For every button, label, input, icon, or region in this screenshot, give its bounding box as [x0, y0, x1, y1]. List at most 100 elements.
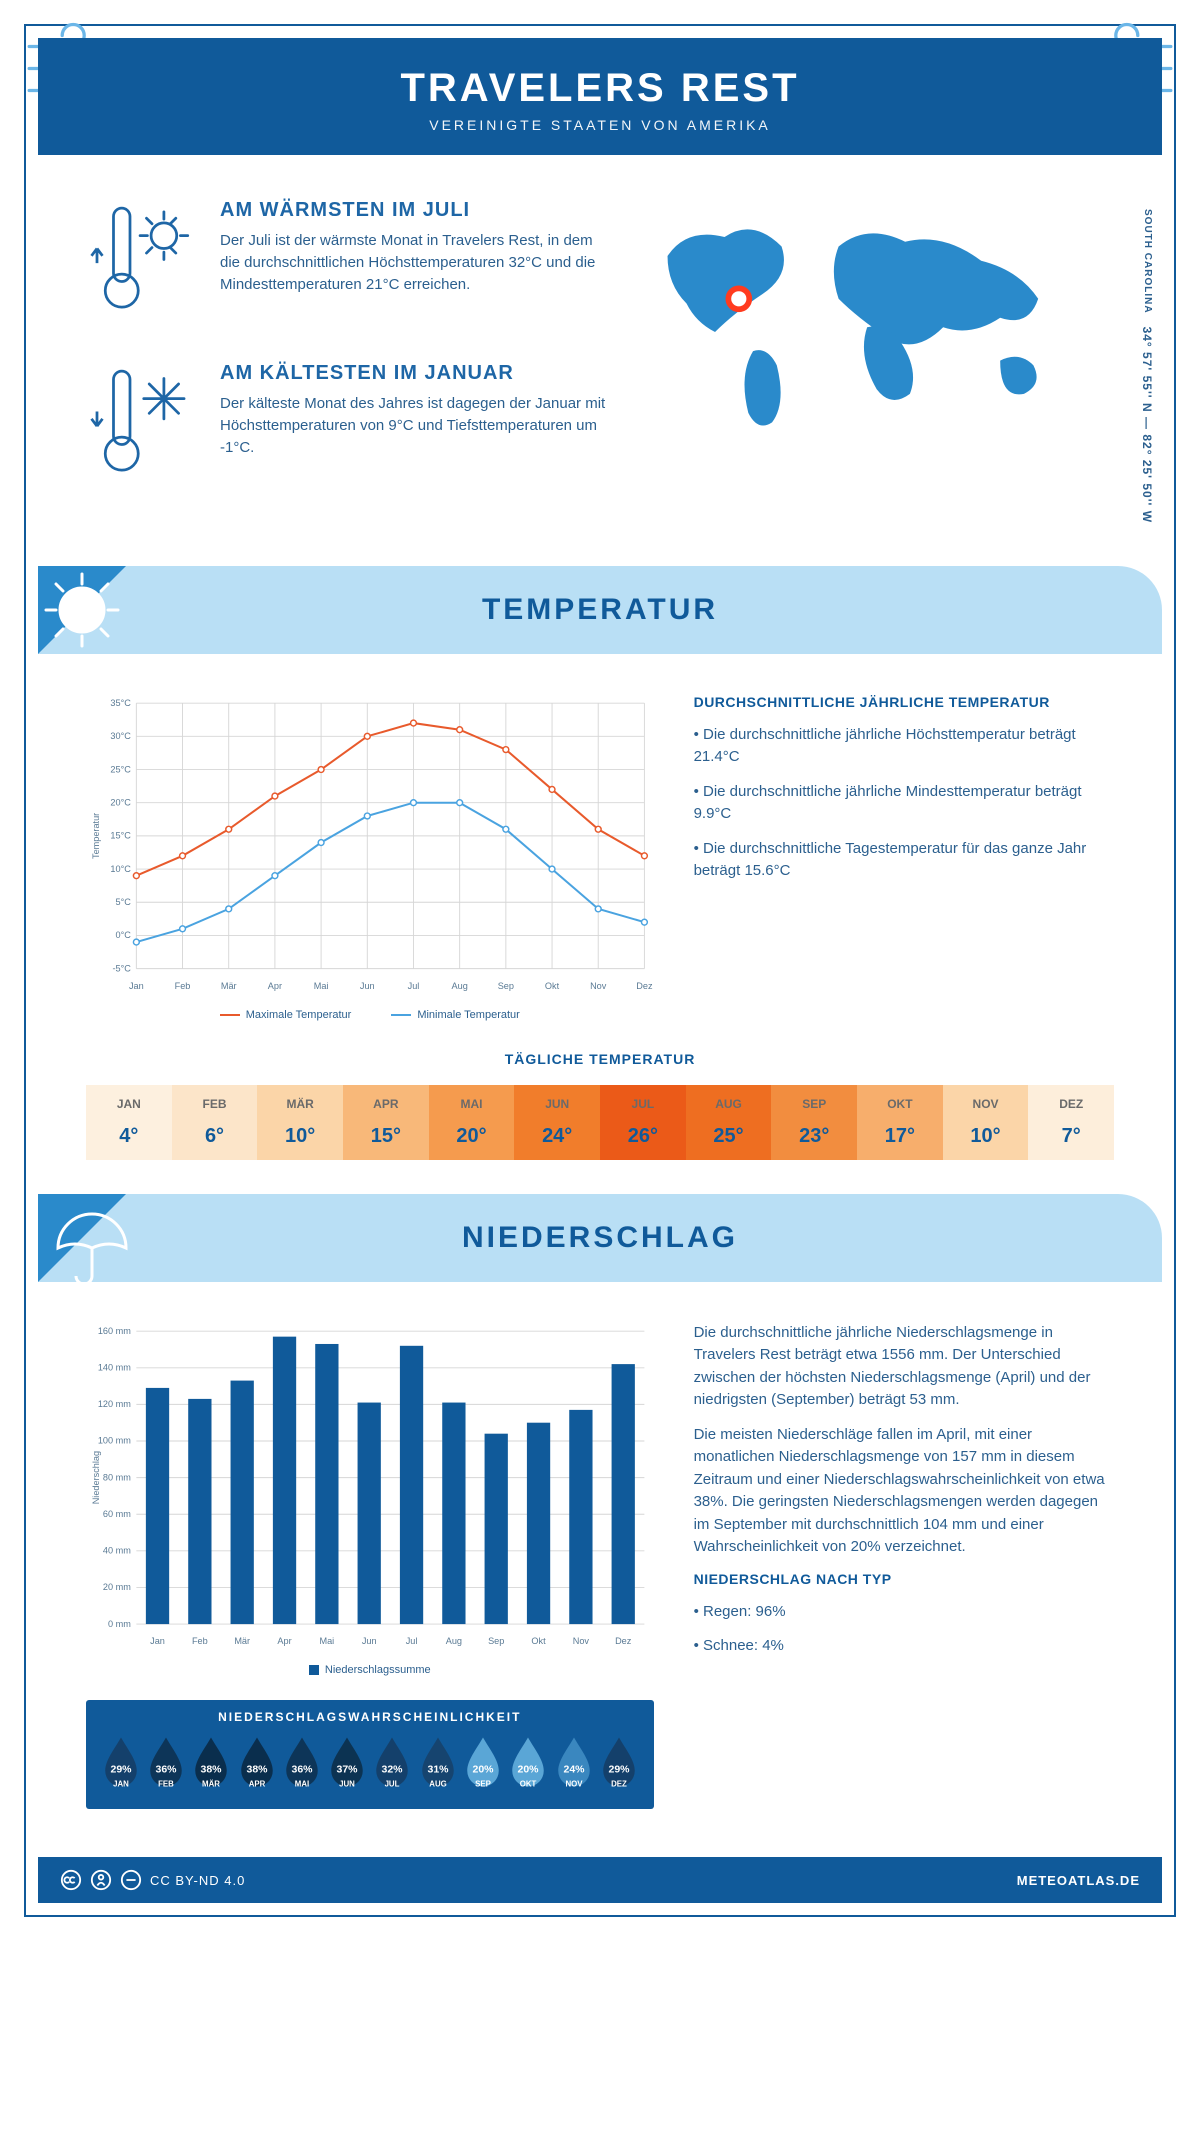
temp-bullet: Die durchschnittliche Tagestemperatur fü…	[694, 838, 1114, 883]
svg-text:40 mm: 40 mm	[103, 1545, 131, 1555]
daily-temp-cell: NOV10°	[943, 1085, 1029, 1160]
daily-temp-cell: AUG25°	[686, 1085, 772, 1160]
precip-para1: Die durchschnittliche jährliche Niedersc…	[694, 1322, 1114, 1412]
svg-text:Mär: Mär	[221, 980, 237, 990]
temperature-line-chart: -5°C0°C5°C10°C15°C20°C25°C30°C35°CJanFeb…	[86, 694, 654, 996]
precip-types: Regen: 96% Schnee: 4%	[694, 1601, 1114, 1658]
prob-drop: 38%MÄR	[189, 1734, 234, 1795]
svg-text:Mai: Mai	[314, 980, 329, 990]
svg-text:120 mm: 120 mm	[98, 1399, 131, 1409]
daily-temp-cell: JAN4°	[86, 1085, 172, 1160]
svg-text:15°C: 15°C	[110, 830, 131, 840]
fact-warmest-title: AM WÄRMSTEN IM JULI	[220, 199, 609, 222]
svg-text:20 mm: 20 mm	[103, 1582, 131, 1592]
prob-drop: 24%NOV	[551, 1734, 596, 1795]
daily-temp-cell: FEB6°	[172, 1085, 258, 1160]
daily-temp-cell: MÄR10°	[257, 1085, 343, 1160]
svg-text:Mai: Mai	[319, 1636, 334, 1646]
prob-drop: 20% SEP	[460, 1734, 505, 1795]
svg-text:MAI: MAI	[295, 1780, 309, 1789]
svg-text:60 mm: 60 mm	[103, 1509, 131, 1519]
temp-bullet: Die durchschnittliche jährliche Mindestt…	[694, 781, 1114, 826]
svg-text:Jan: Jan	[129, 980, 144, 990]
legend-bar: Niederschlagssumme	[309, 1664, 431, 1676]
svg-text:FEB: FEB	[158, 1780, 174, 1789]
svg-text:Mär: Mär	[234, 1636, 250, 1646]
section-title-temperature: TEMPERATUR	[482, 593, 718, 627]
svg-text:Apr: Apr	[277, 1636, 291, 1646]
svg-text:DEZ: DEZ	[611, 1780, 627, 1789]
precip-type-line: Schnee: 4%	[694, 1635, 1114, 1658]
svg-text:AUG: AUG	[429, 1780, 446, 1789]
daily-temp-cell: DEZ7°	[1028, 1085, 1114, 1160]
daily-temp-cell: MAI20°	[429, 1085, 515, 1160]
prob-drop: 29%JAN	[98, 1734, 143, 1795]
page-title: TRAVELERS REST	[58, 66, 1142, 111]
svg-text:Nov: Nov	[573, 1636, 590, 1646]
svg-text:80 mm: 80 mm	[103, 1472, 131, 1482]
fact-coldest-text: Der kälteste Monat des Jahres ist dagege…	[220, 393, 609, 458]
svg-text:JUL: JUL	[385, 1780, 400, 1789]
prob-title: NIEDERSCHLAGSWAHRSCHEINLICHKEIT	[98, 1710, 642, 1724]
svg-text:Sep: Sep	[498, 980, 514, 990]
svg-text:Jul: Jul	[406, 1636, 418, 1646]
svg-text:0 mm: 0 mm	[108, 1619, 131, 1629]
daily-temp-title: TÄGLICHE TEMPERATUR	[26, 1051, 1174, 1067]
svg-text:Feb: Feb	[175, 980, 191, 990]
svg-text:36%: 36%	[155, 1764, 177, 1776]
daily-temp-cell: JUL26°	[600, 1085, 686, 1160]
site-label: METEOATLAS.DE	[1017, 1873, 1140, 1888]
temp-bullet: Die durchschnittliche jährliche Höchstte…	[694, 724, 1114, 769]
legend-max: Maximale Temperatur	[220, 1009, 352, 1021]
precip-type-title: NIEDERSCHLAG NACH TYP	[694, 1571, 1114, 1587]
svg-text:Sep: Sep	[488, 1636, 504, 1646]
svg-text:OKT: OKT	[520, 1780, 537, 1789]
svg-text:SEP: SEP	[475, 1780, 491, 1789]
precip-type-line: Regen: 96%	[694, 1601, 1114, 1624]
svg-text:20°C: 20°C	[110, 797, 131, 807]
daily-temp-cell: SEP23°	[771, 1085, 857, 1160]
footer: CC BY-ND 4.0 METEOATLAS.DE	[38, 1857, 1162, 1903]
svg-text:Temperatur: Temperatur	[91, 812, 101, 858]
svg-text:JAN: JAN	[113, 1780, 129, 1789]
daily-temp-strip: JAN4°FEB6°MÄR10°APR15°MAI20°JUN24°JUL26°…	[86, 1085, 1114, 1160]
thermometer-sun-icon	[86, 199, 196, 332]
prob-drop: 31%AUG	[415, 1734, 460, 1795]
temp-bullets: Die durchschnittliche jährliche Höchstte…	[694, 724, 1114, 883]
svg-text:Dez: Dez	[636, 980, 653, 990]
svg-text:APR: APR	[248, 1780, 265, 1789]
svg-text:32%: 32%	[382, 1764, 404, 1776]
svg-text:Jan: Jan	[150, 1636, 165, 1646]
section-band-precip: NIEDERSCHLAG	[38, 1194, 1162, 1282]
page-subtitle: VEREINIGTE STAATEN VON AMERIKA	[58, 117, 1142, 133]
fact-warmest-text: Der Juli ist der wärmste Monat in Travel…	[220, 230, 609, 295]
svg-text:37%: 37%	[337, 1764, 359, 1776]
svg-text:Jul: Jul	[408, 980, 420, 990]
coordinates: SOUTH CAROLINA 34° 57' 55'' N — 82° 25' …	[1140, 209, 1154, 523]
fact-coldest-title: AM KÄLTESTEN IM JANUAR	[220, 362, 609, 385]
svg-text:Nov: Nov	[590, 980, 607, 990]
svg-text:Apr: Apr	[268, 980, 282, 990]
svg-text:Okt: Okt	[531, 1636, 546, 1646]
thermometer-snow-icon	[86, 362, 196, 495]
svg-text:0°C: 0°C	[116, 930, 132, 940]
prob-drop: 32% JUL	[370, 1734, 415, 1795]
precip-probability-bar: NIEDERSCHLAGSWAHRSCHEINLICHKEIT 29%JAN36…	[86, 1700, 654, 1809]
svg-text:29%: 29%	[608, 1764, 630, 1776]
prob-drop: 38%APR	[234, 1734, 279, 1795]
svg-text:Dez: Dez	[615, 1636, 632, 1646]
svg-text:36%: 36%	[291, 1764, 313, 1776]
prob-drop: 29% DEZ	[596, 1734, 641, 1795]
precip-para2: Die meisten Niederschläge fallen im Apri…	[694, 1424, 1114, 1559]
daily-temp-cell: APR15°	[343, 1085, 429, 1160]
prob-drop: 37%JUN	[324, 1734, 369, 1795]
svg-text:Aug: Aug	[452, 980, 468, 990]
prob-drop: 36% FEB	[143, 1734, 188, 1795]
svg-text:140 mm: 140 mm	[98, 1362, 131, 1372]
svg-text:160 mm: 160 mm	[98, 1326, 131, 1336]
prob-drop: 36% MAI	[279, 1734, 324, 1795]
prob-drop: 20%OKT	[506, 1734, 551, 1795]
svg-text:Jun: Jun	[362, 1636, 377, 1646]
svg-text:30°C: 30°C	[110, 731, 131, 741]
svg-text:20%: 20%	[473, 1764, 495, 1776]
